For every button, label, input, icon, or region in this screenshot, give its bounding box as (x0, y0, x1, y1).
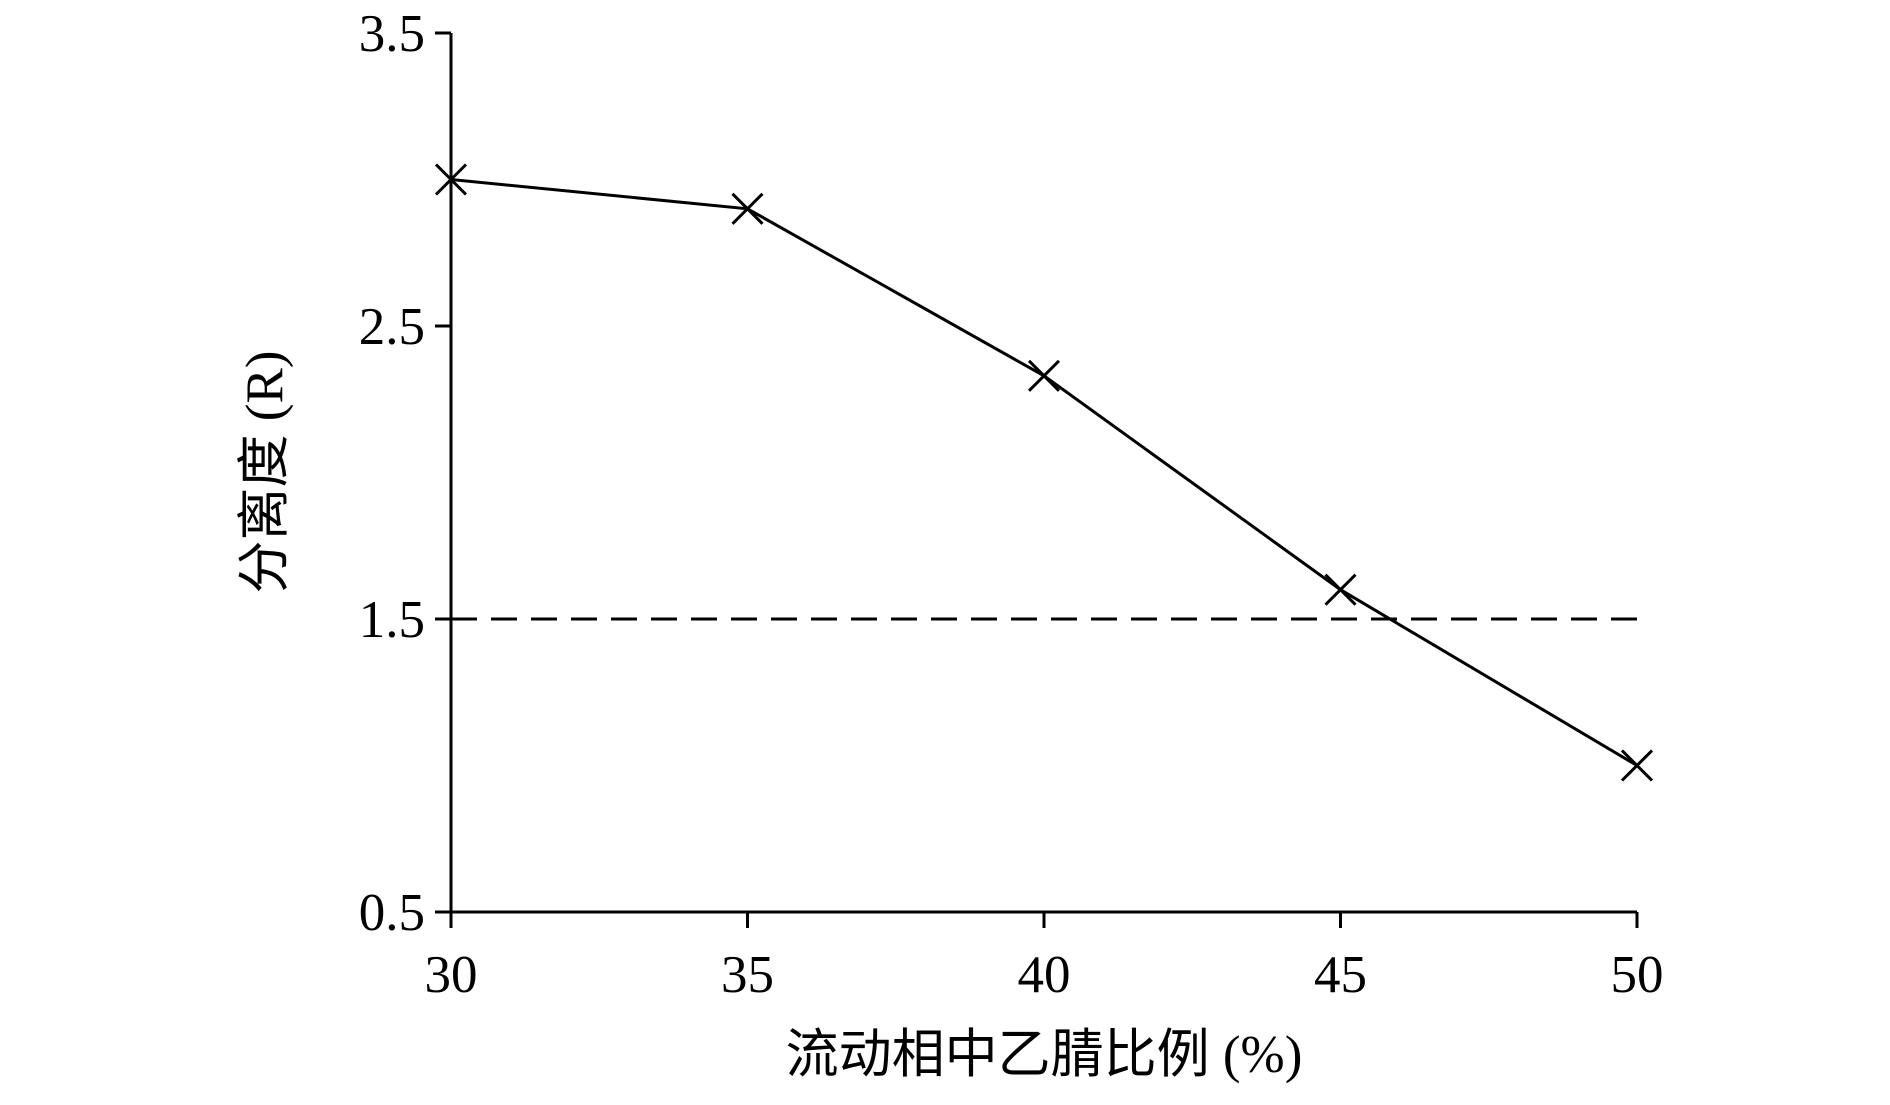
y-tick-label: 2.5 (359, 298, 425, 356)
x-tick-label: 45 (1314, 946, 1367, 1004)
data-line (450, 178, 1638, 767)
x-axis-label: 流动相中乙腈比例 (%) (786, 1026, 1303, 1084)
y-tick-label: 3.5 (359, 5, 425, 63)
x-tick-label: 35 (721, 946, 774, 1004)
marker (1027, 359, 1061, 392)
x-tick-label: 40 (1018, 946, 1071, 1004)
y-axis-label: 分离度 (R) (236, 351, 294, 594)
x-tick-label: 50 (1611, 946, 1664, 1004)
marker (731, 192, 764, 225)
y-tick-label: 1.5 (359, 591, 425, 649)
marker (1620, 749, 1654, 782)
x-tick-label: 30 (425, 946, 478, 1004)
marker (434, 163, 468, 196)
marker (1324, 573, 1357, 606)
y-tick-label: 0.5 (359, 884, 425, 942)
